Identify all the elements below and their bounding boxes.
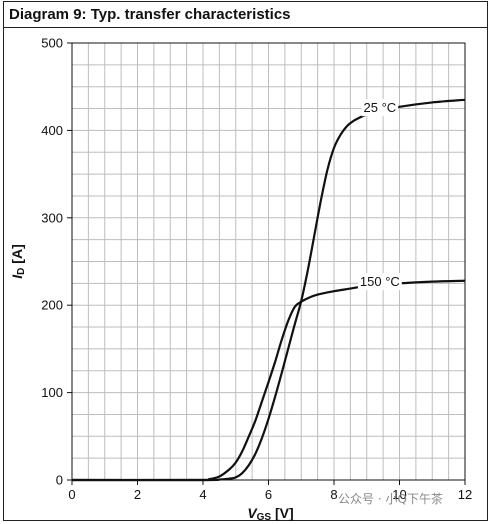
series-group <box>71 98 466 482</box>
grid <box>71 42 466 481</box>
y-tick-label: 200 <box>41 298 63 313</box>
series-label-background <box>357 273 402 291</box>
x-tick-label: 12 <box>458 487 472 502</box>
x-axis-label: VGS [V] <box>247 505 293 523</box>
y-tick-label: 500 <box>41 36 63 51</box>
series-line-1 <box>71 279 466 482</box>
x-tick-label: 6 <box>265 487 272 502</box>
series-label-0: 25 °C <box>364 100 397 115</box>
x-tick-label: 10 <box>392 487 406 502</box>
y-tick-label: 0 <box>56 473 63 488</box>
x-tick-label: 4 <box>199 487 206 502</box>
x-tick-label: 0 <box>68 487 75 502</box>
y-tick-label: 300 <box>41 210 63 225</box>
labels: VGS [V] ID [A] 25 °C 150 °C <box>9 99 402 523</box>
y-axis-label: ID [A] <box>9 244 27 278</box>
series-label-background <box>361 99 399 117</box>
series-line-0 <box>71 98 466 482</box>
y-tick-label: 100 <box>41 385 63 400</box>
watermark-text: 公众号 · 小Q下午茶 <box>338 491 443 506</box>
axes: 0 2 4 6 8 10 12 0 100 200 300 400 500 <box>41 36 472 503</box>
x-tick-label: 8 <box>330 487 337 502</box>
y-tick-label: 400 <box>41 123 63 138</box>
series-label-1: 150 °C <box>360 274 400 289</box>
chart-title: Diagram 9: Typ. transfer characteristics <box>4 2 487 28</box>
x-tick-label: 2 <box>134 487 141 502</box>
